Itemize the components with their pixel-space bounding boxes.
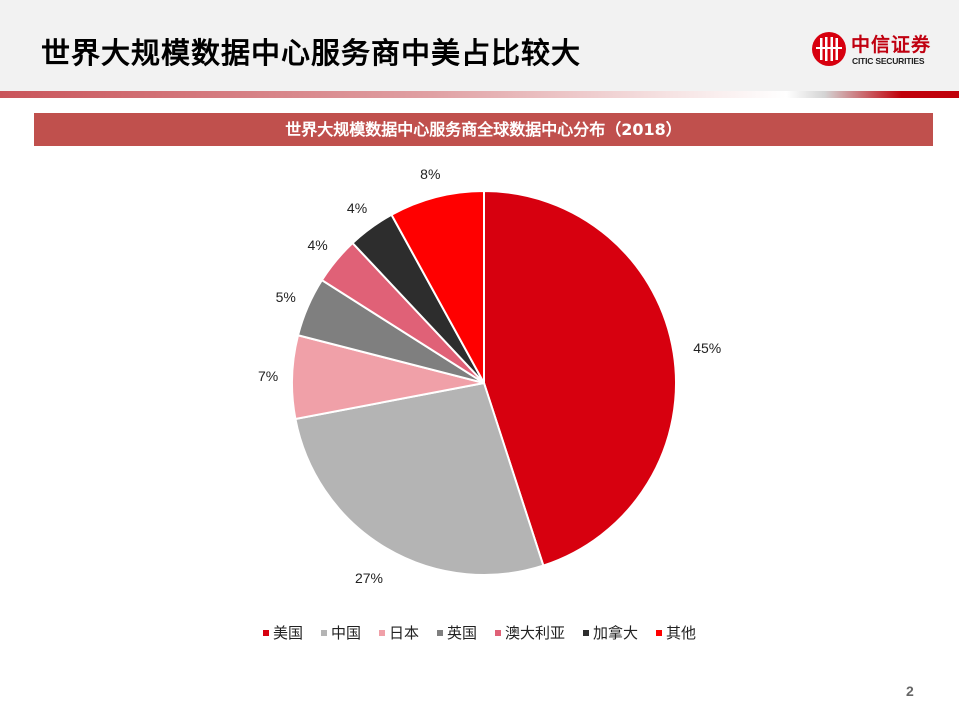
legend-item: 其他 (656, 622, 696, 643)
legend-label: 中国 (330, 624, 361, 642)
chart-legend: 美国 中国 日本 英国 澳大利亚 加拿大 其他 (0, 622, 959, 643)
data-label: 4% (346, 200, 368, 217)
legend-label: 加拿大 (593, 624, 639, 642)
legend-swatch-icon (583, 629, 590, 636)
citic-logo-icon (812, 32, 846, 66)
legend-swatch-icon (436, 629, 443, 636)
legend-swatch-icon (320, 629, 327, 636)
data-label: 7% (257, 368, 279, 385)
legend-item: 加拿大 (583, 622, 638, 643)
chart-title-banner: 世界大规模数据中心服务商全球数据中心分布（2018） (34, 113, 933, 146)
legend-label: 澳大利亚 (505, 624, 566, 642)
page-title: 世界大规模数据中心服务商中美占比较大 (41, 36, 582, 70)
legend-swatch-icon (495, 629, 501, 636)
legend-label: 其他 (666, 624, 697, 642)
data-label: 45% (693, 339, 722, 356)
pie-slice-0 (483, 189, 677, 567)
data-label: 4% (307, 237, 328, 254)
page-number: 2 (906, 683, 914, 699)
legend-label: 美国 (272, 624, 303, 642)
logo-english-name: CITIC SECURITIES (852, 56, 925, 66)
pie-slice-6 (390, 189, 485, 384)
legend-swatch-icon (656, 629, 663, 636)
legend-item: 澳大利亚 (495, 622, 565, 643)
data-label: 8% (420, 165, 441, 182)
legend-swatch-icon (378, 629, 385, 636)
data-label: 27% (354, 569, 383, 586)
legend-item: 日本 (378, 622, 419, 643)
logo-chinese-name: 中信证券 (851, 34, 932, 56)
legend-label: 英国 (446, 624, 477, 642)
legend-label: 日本 (388, 624, 419, 642)
legend-item: 中国 (320, 622, 361, 643)
pie-slice-1 (294, 381, 545, 576)
legend-swatch-icon (262, 629, 269, 636)
legend-item: 美国 (262, 622, 303, 643)
slide-header: 世界大规模数据中心服务商中美占比较大 中信证券 CITIC SECURITIES (0, 0, 959, 92)
data-label: 5% (275, 289, 296, 306)
accent-bar (0, 91, 959, 98)
citic-logo: 中信证券 CITIC SECURITIES (812, 30, 944, 70)
legend-item: 英国 (436, 622, 477, 643)
